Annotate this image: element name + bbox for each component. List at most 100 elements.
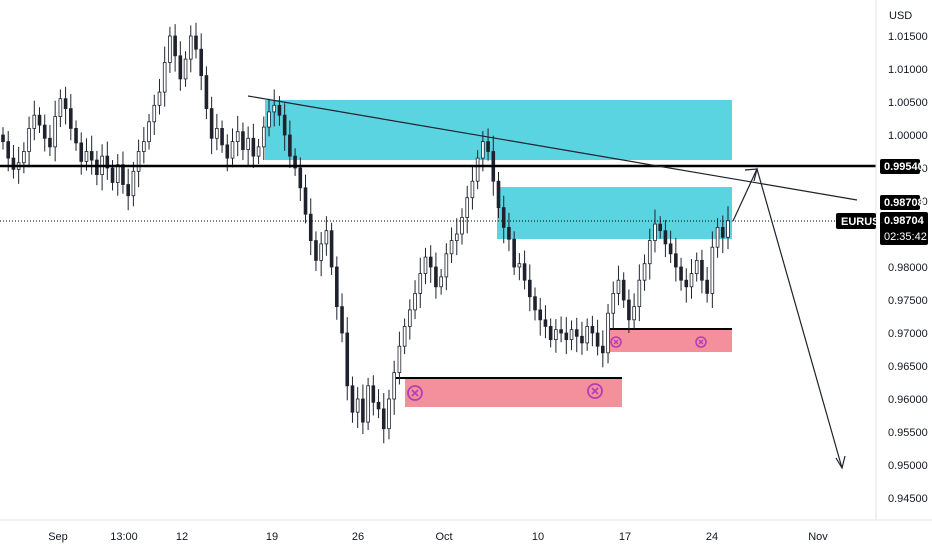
candle bbox=[147, 113, 151, 150]
price-tick-label: 0.98000 bbox=[888, 262, 928, 274]
candle bbox=[188, 25, 193, 73]
price-tick-label: 0.96500 bbox=[888, 361, 928, 373]
candle bbox=[350, 376, 355, 423]
projection-path[interactable] bbox=[732, 167, 846, 470]
candle bbox=[298, 157, 303, 201]
candle bbox=[272, 89, 277, 127]
candle bbox=[449, 227, 454, 264]
candle bbox=[533, 287, 537, 321]
candle bbox=[674, 237, 678, 282]
candle bbox=[444, 243, 449, 291]
candle bbox=[215, 113, 219, 151]
candle bbox=[157, 78, 162, 115]
time-tick-label: 13:00 bbox=[110, 531, 138, 543]
demand-zone-left[interactable] bbox=[405, 378, 622, 407]
candle bbox=[621, 272, 626, 308]
candle bbox=[574, 317, 579, 353]
candle bbox=[522, 250, 527, 290]
candle bbox=[517, 253, 522, 281]
price-tick-label: 0.96000 bbox=[888, 394, 928, 406]
candle bbox=[288, 120, 292, 168]
candle bbox=[460, 208, 464, 245]
candle bbox=[282, 103, 287, 151]
candle bbox=[115, 154, 120, 196]
time-tick-label: 26 bbox=[352, 531, 364, 543]
time-tick-label: 24 bbox=[706, 531, 718, 543]
candle bbox=[501, 195, 506, 244]
candle bbox=[392, 360, 396, 415]
candle bbox=[642, 254, 647, 291]
candle bbox=[710, 231, 715, 308]
candle bbox=[376, 389, 381, 419]
x-marker-icon bbox=[610, 336, 622, 348]
candle bbox=[507, 212, 511, 252]
candle bbox=[418, 257, 423, 308]
candle bbox=[496, 171, 501, 219]
candle bbox=[434, 252, 438, 299]
candle bbox=[324, 216, 329, 256]
price-tick-label: 1.01000 bbox=[888, 64, 928, 76]
high-price-tag: 0.98708 bbox=[880, 195, 924, 210]
price-tick-label: 0.94500 bbox=[888, 493, 928, 505]
candle bbox=[720, 215, 725, 254]
time-tick-label: Nov bbox=[808, 531, 828, 543]
price-tick-label: 0.95500 bbox=[888, 427, 928, 439]
candle bbox=[538, 298, 543, 336]
candle bbox=[527, 264, 532, 312]
candle bbox=[241, 122, 245, 161]
candle bbox=[48, 125, 52, 157]
candle bbox=[204, 66, 209, 120]
countdown-timer: 02:35:42 bbox=[884, 231, 927, 243]
candle bbox=[142, 127, 146, 164]
candle bbox=[653, 209, 657, 253]
candle bbox=[209, 96, 214, 155]
symbol-tag: EURUSD bbox=[836, 213, 888, 229]
candle bbox=[89, 135, 94, 175]
candle bbox=[267, 98, 271, 137]
candle bbox=[74, 120, 78, 151]
svg-text:0.98704: 0.98704 bbox=[884, 215, 925, 227]
price-tick-label: 0.97500 bbox=[888, 295, 928, 307]
demand-zone-right[interactable] bbox=[610, 329, 732, 352]
candle bbox=[439, 268, 443, 295]
candle bbox=[512, 231, 516, 275]
time-tick-label: Sep bbox=[48, 531, 68, 543]
candle bbox=[647, 228, 652, 280]
candle bbox=[335, 256, 339, 320]
candle bbox=[595, 319, 600, 356]
currency-label: USD bbox=[889, 10, 912, 22]
candle bbox=[63, 86, 68, 125]
candle bbox=[220, 120, 224, 153]
time-tick-label: Oct bbox=[435, 531, 452, 543]
candle bbox=[428, 245, 433, 283]
candle bbox=[314, 231, 318, 271]
time-axis[interactable]: Sep 13:00 12 19 26 Oct 10 17 24 Nov bbox=[0, 519, 932, 543]
price-tick-label: 0.97000 bbox=[888, 328, 928, 340]
candle bbox=[261, 116, 266, 161]
candle bbox=[1, 127, 5, 150]
candle bbox=[361, 384, 365, 434]
time-tick-label: 17 bbox=[619, 531, 631, 543]
candle bbox=[611, 281, 616, 330]
candle bbox=[569, 320, 574, 351]
arrowhead-up-icon bbox=[744, 168, 758, 182]
time-tick-label: 12 bbox=[176, 531, 188, 543]
price-tick-label: 1.01500 bbox=[888, 31, 928, 43]
supply-zone-lower[interactable] bbox=[497, 187, 732, 239]
candle bbox=[329, 222, 334, 275]
candle bbox=[580, 321, 584, 355]
candle bbox=[69, 94, 73, 141]
candle bbox=[387, 389, 391, 440]
candle bbox=[42, 114, 47, 152]
candle bbox=[256, 138, 261, 165]
supply-zone-upper[interactable] bbox=[265, 100, 732, 160]
level-price-tag: 0.99540 bbox=[880, 159, 924, 174]
descending-trendline[interactable] bbox=[247, 95, 858, 201]
candle bbox=[58, 89, 63, 128]
candle bbox=[668, 230, 673, 264]
candle bbox=[423, 247, 428, 285]
candle bbox=[152, 94, 157, 135]
candle bbox=[470, 166, 475, 210]
